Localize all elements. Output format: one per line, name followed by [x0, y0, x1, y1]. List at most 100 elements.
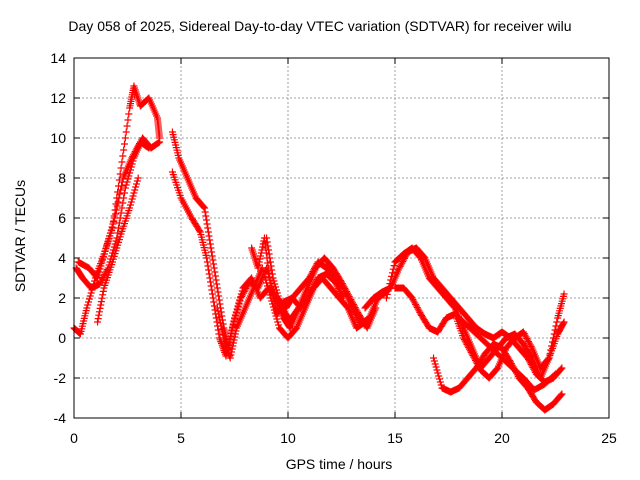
data-point — [552, 322, 560, 330]
data-point — [219, 328, 227, 336]
data-point — [129, 192, 137, 200]
data-point — [553, 318, 561, 326]
data-point — [255, 261, 263, 269]
data-point — [211, 268, 219, 276]
data-point — [121, 189, 129, 197]
data-point — [110, 217, 118, 225]
data-point — [231, 333, 239, 341]
data-point — [349, 299, 357, 307]
data-point — [131, 148, 139, 156]
data-point — [434, 369, 442, 377]
data-point — [274, 318, 282, 326]
data-point — [206, 236, 214, 244]
data-point — [229, 321, 237, 329]
data-point — [97, 298, 105, 306]
data-point — [131, 186, 139, 194]
data-point — [85, 295, 93, 303]
data-point — [100, 253, 108, 261]
data-point — [94, 318, 102, 326]
data-point — [309, 284, 317, 292]
data-point — [277, 301, 285, 309]
data-point — [118, 178, 126, 186]
data-point — [95, 268, 103, 276]
data-point — [229, 339, 237, 347]
data-point — [212, 276, 220, 284]
data-point — [519, 328, 527, 336]
data-point — [232, 327, 240, 335]
data-point — [119, 152, 127, 160]
data-point — [274, 292, 282, 300]
data-point — [338, 280, 346, 288]
data-point — [233, 309, 241, 317]
data-point — [231, 315, 239, 323]
x-axis-ticks: 0 5 10 15 20 25 — [70, 58, 617, 446]
data-point — [351, 304, 359, 312]
data-point — [130, 189, 138, 197]
data-point — [205, 266, 213, 274]
data-point — [450, 303, 458, 311]
x-axis-label: GPS time / hours — [285, 456, 393, 472]
data-point — [118, 204, 126, 212]
data-point — [271, 280, 279, 288]
data-point — [218, 325, 226, 333]
data-point — [113, 202, 121, 210]
data-point — [105, 235, 113, 243]
data-point — [410, 297, 418, 305]
data-point — [307, 287, 315, 295]
series-trace-9 — [263, 234, 303, 324]
data-point — [114, 229, 122, 237]
data-point — [560, 318, 568, 326]
data-point — [234, 303, 242, 311]
data-point — [255, 258, 263, 266]
data-point — [216, 316, 224, 324]
data-point — [559, 319, 567, 327]
x-tick-label: 0 — [70, 430, 78, 446]
data-point — [132, 183, 140, 191]
data-point — [216, 300, 224, 308]
data-point — [121, 184, 129, 192]
data-point — [134, 174, 142, 182]
data-point — [212, 314, 220, 322]
data-point — [124, 175, 132, 183]
y-tick-label: 14 — [50, 50, 66, 66]
data-point — [202, 212, 210, 220]
data-point — [408, 294, 416, 302]
data-point — [96, 280, 104, 288]
data-point — [203, 220, 211, 228]
data-point — [117, 209, 125, 217]
data-point — [412, 302, 420, 310]
data-point — [214, 326, 222, 334]
data-point — [235, 300, 243, 308]
data-point — [127, 198, 135, 206]
data-point — [342, 286, 350, 294]
data-point — [384, 287, 392, 295]
series-trace-12 — [391, 284, 568, 382]
data-point — [211, 272, 219, 280]
data-point — [469, 352, 477, 360]
data-point — [103, 241, 111, 249]
data-point — [215, 292, 223, 300]
data-point — [436, 378, 444, 386]
data-point — [195, 227, 203, 235]
data-point — [311, 280, 319, 288]
data-point — [386, 280, 394, 288]
data-point — [435, 372, 443, 380]
data-point — [227, 351, 235, 359]
x-tick-label: 25 — [601, 430, 617, 446]
data-point — [99, 287, 107, 295]
data-point — [210, 264, 218, 272]
data-point — [241, 286, 249, 294]
data-point — [557, 391, 565, 399]
y-tick-label: 6 — [58, 210, 66, 226]
data-point — [129, 152, 137, 160]
data-point — [133, 177, 141, 185]
data-point — [552, 370, 559, 378]
data-point — [96, 265, 104, 273]
data-point — [468, 350, 476, 358]
data-point — [95, 308, 103, 316]
data-point — [205, 232, 213, 240]
data-point — [305, 291, 313, 299]
data-point — [292, 325, 300, 333]
data-point — [229, 342, 237, 350]
data-point — [471, 355, 479, 363]
